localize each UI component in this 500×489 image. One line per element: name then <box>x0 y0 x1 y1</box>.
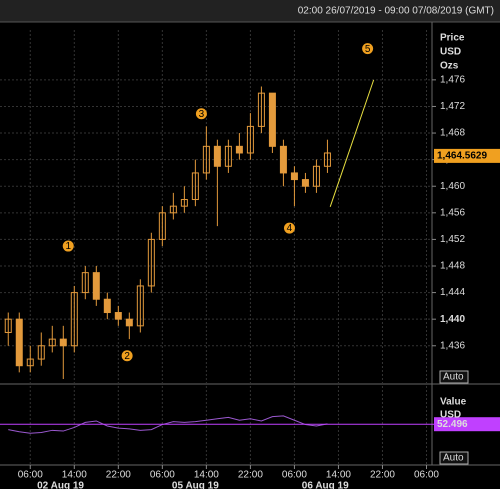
candle-body <box>4 318 12 333</box>
candle-body <box>26 358 34 367</box>
candle-body <box>213 145 221 167</box>
auto-button[interactable] <box>439 370 469 384</box>
candle-body <box>15 318 23 367</box>
annotation-marker <box>195 108 207 120</box>
candle-body <box>246 125 254 154</box>
x-tick-label: 14:00 <box>326 470 351 481</box>
candle-body <box>103 298 111 314</box>
x-tick-label: 22:00 <box>106 470 131 481</box>
candle-body <box>81 272 89 294</box>
candle-body <box>257 92 265 127</box>
candle-body <box>59 338 67 347</box>
y-tick-label: 1,452 <box>440 234 465 245</box>
annotation-marker <box>362 43 374 55</box>
candle-body <box>191 172 199 201</box>
candle-body <box>169 205 177 214</box>
candle-body <box>92 272 100 300</box>
candle-body <box>235 145 243 154</box>
date-label: 05 Aug 19 <box>172 481 219 489</box>
axis-label: USD <box>440 410 461 421</box>
annotation-marker <box>283 222 295 234</box>
chart-title: 02:00 26/07/2019 - 09:00 07/08/2019 (GMT… <box>298 6 494 17</box>
last-value-label: 52.496 <box>437 419 468 430</box>
auto-button-label[interactable]: Auto <box>443 372 464 383</box>
annotation-marker <box>121 350 133 362</box>
trend-line <box>329 79 375 207</box>
candle-body <box>224 145 232 167</box>
candle-body <box>323 152 331 167</box>
date-label: 06 Aug 19 <box>302 481 349 489</box>
y-tick-label: 1,468 <box>440 128 465 139</box>
candle-body <box>290 172 298 181</box>
last-value-box <box>434 417 500 432</box>
y-tick-label: 1,436 <box>440 340 465 351</box>
annotation-label: 4 <box>287 223 293 234</box>
x-tick-label: 22:00 <box>238 470 263 481</box>
annotation-label: 5 <box>365 44 371 55</box>
axis-label: Price <box>440 33 465 44</box>
date-label: 02 Aug 19 <box>37 481 84 489</box>
y-tick-label: 1,476 <box>440 74 465 85</box>
y-tick-label: 1,456 <box>440 207 465 218</box>
y-tick-label: 1,460 <box>440 181 465 192</box>
annotation-marker <box>62 240 74 252</box>
x-tick-label: 14:00 <box>194 470 219 481</box>
auto-button[interactable] <box>439 451 469 465</box>
candle-body <box>114 312 122 320</box>
x-tick-label: 22:00 <box>370 470 395 481</box>
annotation-label: 1 <box>65 241 71 252</box>
y-tick-label: 1,472 <box>440 101 465 112</box>
candle-body <box>158 212 166 240</box>
axis-label: Ozs <box>440 61 459 72</box>
axis-label: USD <box>440 47 461 58</box>
candle-body <box>125 318 133 327</box>
x-tick-label: 06:00 <box>150 470 175 481</box>
candle-body <box>48 338 56 347</box>
x-tick-label: 06:00 <box>18 470 43 481</box>
candle-body <box>37 345 45 360</box>
last-price-box <box>434 148 500 163</box>
auto-button-label[interactable]: Auto <box>443 453 464 464</box>
candle-body <box>279 145 287 174</box>
candle-body <box>312 165 320 187</box>
y-tick-label: 1,444 <box>440 287 465 298</box>
header-bar <box>0 0 500 22</box>
indicator-line <box>8 415 328 434</box>
x-tick-label: 14:00 <box>62 470 87 481</box>
candle-body <box>202 145 210 174</box>
annotation-label: 2 <box>124 351 130 362</box>
candle-body <box>147 238 155 287</box>
candle-body <box>70 292 78 347</box>
candle-body <box>180 199 188 207</box>
x-tick-label: 06:00 <box>414 470 439 481</box>
annotation-label: 3 <box>199 109 205 120</box>
candle-body <box>268 92 276 147</box>
y-tick-label: 1,448 <box>440 261 465 272</box>
x-tick-label: 06:00 <box>282 470 307 481</box>
candle-body <box>301 179 309 187</box>
axis-label: Value <box>440 397 467 408</box>
candle-body <box>136 285 144 327</box>
y-tick-label: 1,440 <box>440 314 465 325</box>
last-price-label: 1,464.5629 <box>437 151 487 162</box>
